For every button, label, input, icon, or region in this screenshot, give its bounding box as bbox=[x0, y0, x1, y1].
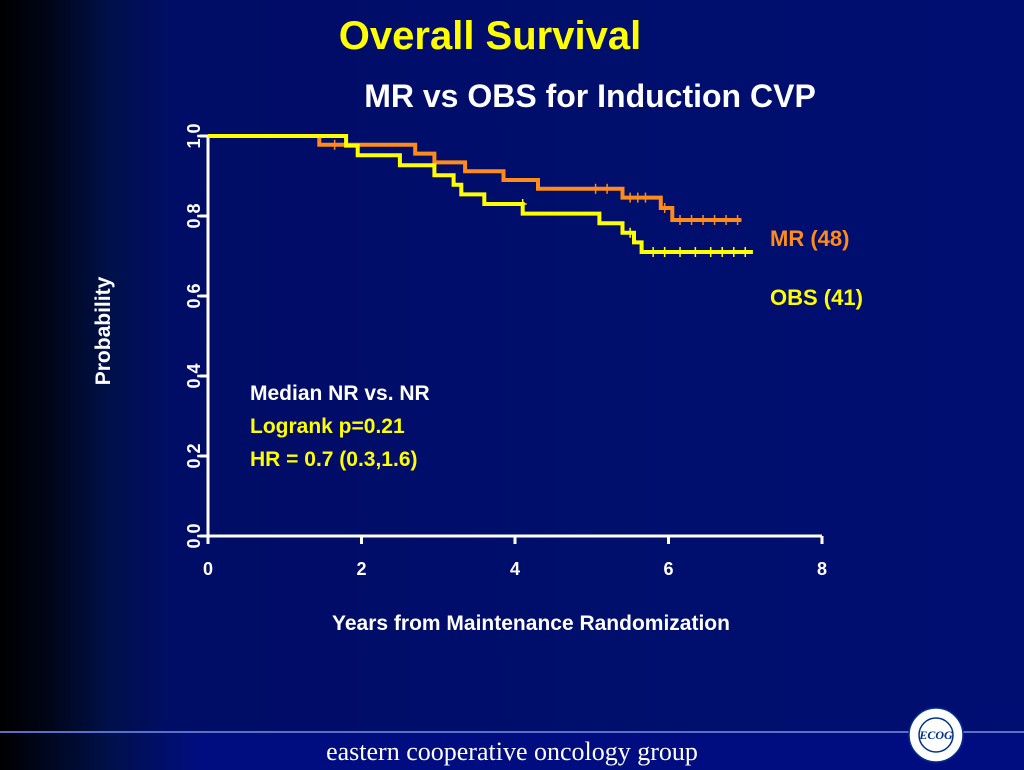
annotation-hr: HR = 0.7 (0.3,1.6) bbox=[250, 448, 418, 471]
page-subtitle: MR vs OBS for Induction CVP bbox=[364, 78, 816, 114]
chart-series bbox=[208, 134, 753, 257]
annotation-logrank: Logrank p=0.21 bbox=[250, 415, 405, 438]
series-line-obs bbox=[208, 134, 753, 254]
x-tick-label: 4 bbox=[510, 559, 520, 579]
chart-axes bbox=[200, 134, 824, 544]
svg-text:ECOG: ECOG bbox=[918, 728, 953, 742]
x-axis-title: Years from Maintenance Randomization bbox=[332, 612, 730, 635]
series-line-mr bbox=[208, 134, 742, 222]
x-tick-label: 2 bbox=[356, 559, 366, 579]
y-tick-label: 0.6 bbox=[184, 283, 204, 308]
y-tick-label: 0.2 bbox=[184, 443, 204, 468]
page-title: Overall Survival bbox=[338, 14, 642, 58]
legend-label-obs: OBS (41) bbox=[770, 285, 863, 310]
y-tick-label: 0.0 bbox=[184, 523, 204, 548]
legend-label-mr: MR (48) bbox=[770, 226, 849, 251]
chart-labels: 0 2 4 6 8 0.0 0.2 0.4 0.6 0.8 1.0 Years from Mainte… bbox=[92, 123, 863, 635]
y-tick-label: 0.8 bbox=[184, 203, 204, 228]
x-tick-label: 8 bbox=[817, 559, 827, 579]
y-axis-title: Probability bbox=[92, 276, 115, 385]
footer-bar: eastern cooperative oncology group bbox=[0, 731, 1024, 770]
footer-text: eastern cooperative oncology group bbox=[326, 737, 698, 766]
annotation-median: Median NR vs. NR bbox=[250, 382, 430, 405]
y-tick-label: 1.0 bbox=[184, 123, 204, 148]
y-tick-label: 0.4 bbox=[184, 363, 204, 388]
ecog-logo: ECOG bbox=[908, 707, 964, 763]
x-tick-label: 0 bbox=[203, 559, 213, 579]
x-tick-label: 6 bbox=[663, 559, 673, 579]
